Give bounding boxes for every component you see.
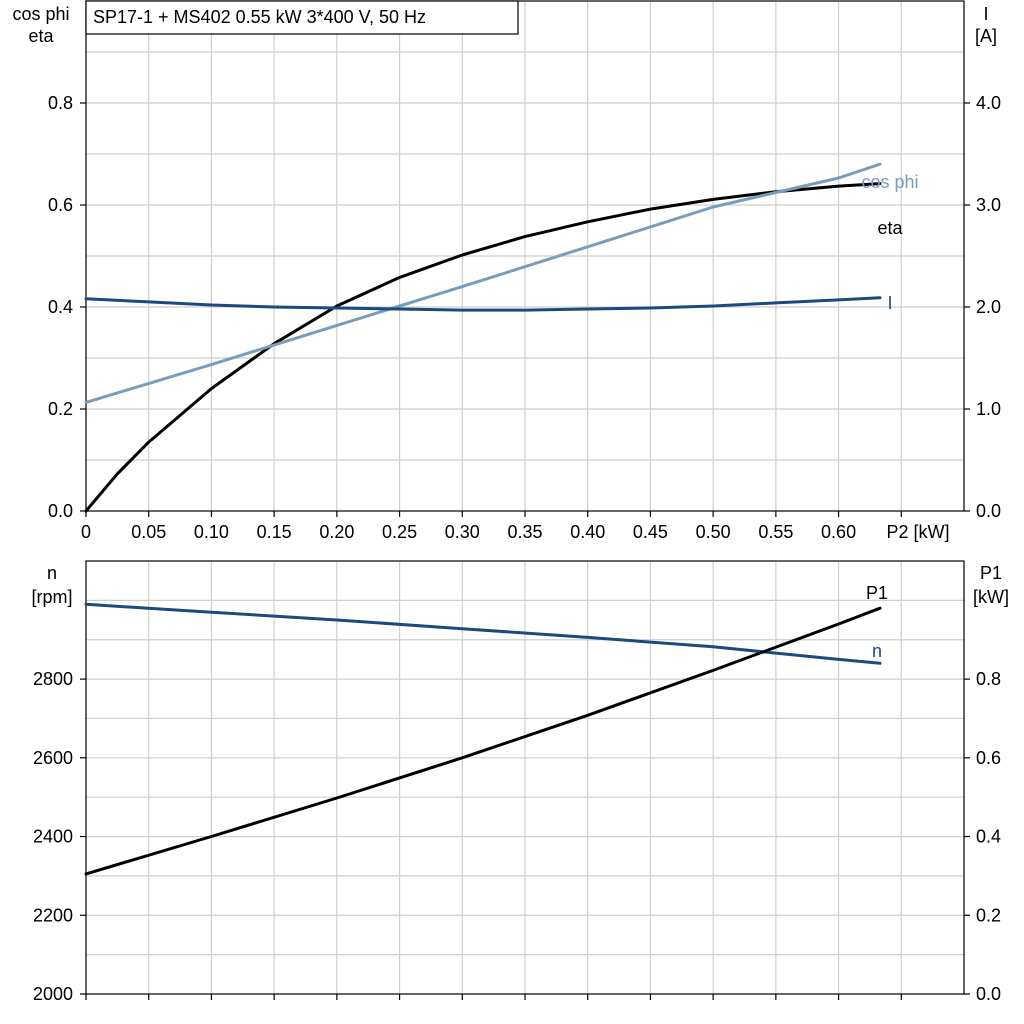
top-right-tick-label: 3.0 (976, 195, 1001, 215)
top-panel: 0.0 0.2 0.4 0.6 0.8 0.0 1.0 2.0 3.0 4.0 0 0.05 0.10 0… (12, 0, 1001, 542)
top-x-tick-label: 0.40 (570, 522, 605, 542)
bottom-left-tick-label: 2200 (33, 905, 73, 925)
bottom-ticks: 2000 2200 2400 2600 2800 0.0 0.2 0.4 0.6 0.8 (33, 669, 1001, 1004)
top-curves: eta cos phi I (84, 162, 919, 513)
top-left-axis-label-line1: cos phi (12, 4, 69, 24)
bottom-right-tick-label: 0.4 (976, 827, 1001, 847)
top-right-tick-label: 2.0 (976, 297, 1001, 317)
bottom-left-axis-label-line2: [rpm] (31, 587, 72, 607)
series-n-line (84, 602, 882, 665)
top-x-tick-label: 0.55 (758, 522, 793, 542)
bottom-right-tick-label: 0.8 (976, 669, 1001, 689)
bottom-left-tick-label: 2600 (33, 748, 73, 768)
top-x-tick-label: 0.45 (633, 522, 668, 542)
series-cos-phi-label: cos phi (861, 172, 918, 192)
top-left-tick-label: 0.0 (48, 501, 73, 521)
top-left-tick-label: 0.4 (48, 297, 73, 317)
series-eta-line (84, 182, 882, 513)
series-n-label: n (872, 641, 882, 661)
top-right-tick-label: 4.0 (976, 93, 1001, 113)
bottom-left-axis-label-line1: n (47, 563, 57, 583)
top-x-tick-label: 0.60 (821, 522, 856, 542)
top-left-tick-label: 0.8 (48, 93, 73, 113)
top-right-tick-label: 0.0 (976, 501, 1001, 521)
top-grid (86, 1, 964, 511)
top-x-tick-label: 0.35 (507, 522, 542, 542)
top-left-tick-label: 0.2 (48, 399, 73, 419)
top-x-tick-label: 0.20 (319, 522, 354, 542)
top-x-tick-label: 0 (81, 522, 91, 542)
series-p1-line (84, 606, 882, 876)
bottom-left-tick-label: 2400 (33, 827, 73, 847)
bottom-curves: n P1 (84, 583, 888, 876)
top-right-axis-label-line1: I (983, 4, 988, 24)
top-x-tick-label: 0.50 (696, 522, 731, 542)
top-x-tick-label: 0.30 (445, 522, 480, 542)
bottom-right-tick-label: 0.6 (976, 748, 1001, 768)
series-p1-label: P1 (866, 583, 888, 603)
title-box: SP17-1 + MS402 0.55 kW 3*400 V, 50 Hz (85, 0, 519, 35)
bottom-right-tick-label: 0.0 (976, 984, 1001, 1004)
bottom-left-tick-label: 2800 (33, 669, 73, 689)
top-right-tick-label: 1.0 (976, 399, 1001, 419)
x-axis-label: P2 [kW] (886, 522, 949, 542)
bottom-left-tick-label: 2000 (33, 984, 73, 1004)
chart-title: SP17-1 + MS402 0.55 kW 3*400 V, 50 Hz (93, 7, 426, 27)
series-cos-phi-line (84, 162, 882, 404)
top-ticks: 0.0 0.2 0.4 0.6 0.8 0.0 1.0 2.0 3.0 4.0 0 0.05 0.10 0… (48, 93, 1001, 542)
top-x-tick-label: 0.25 (382, 522, 417, 542)
series-i-line (84, 296, 882, 312)
bottom-right-axis-label-line2: [kW] (973, 587, 1009, 607)
top-x-tick-label: 0.15 (257, 522, 292, 542)
top-right-axis-label-line2: [A] (975, 26, 997, 46)
top-x-tick-label: 0.05 (131, 522, 166, 542)
bottom-right-tick-label: 0.2 (976, 905, 1001, 925)
top-x-tick-label: 0.10 (194, 522, 229, 542)
bottom-grid (86, 561, 964, 994)
title-box-frame (85, 0, 519, 35)
bottom-right-axis-label-line1: P1 (980, 563, 1002, 583)
series-i-label: I (887, 293, 892, 313)
top-left-tick-label: 0.6 (48, 195, 73, 215)
series-eta-label: eta (877, 218, 903, 238)
top-left-axis-label-line2: eta (28, 26, 54, 46)
